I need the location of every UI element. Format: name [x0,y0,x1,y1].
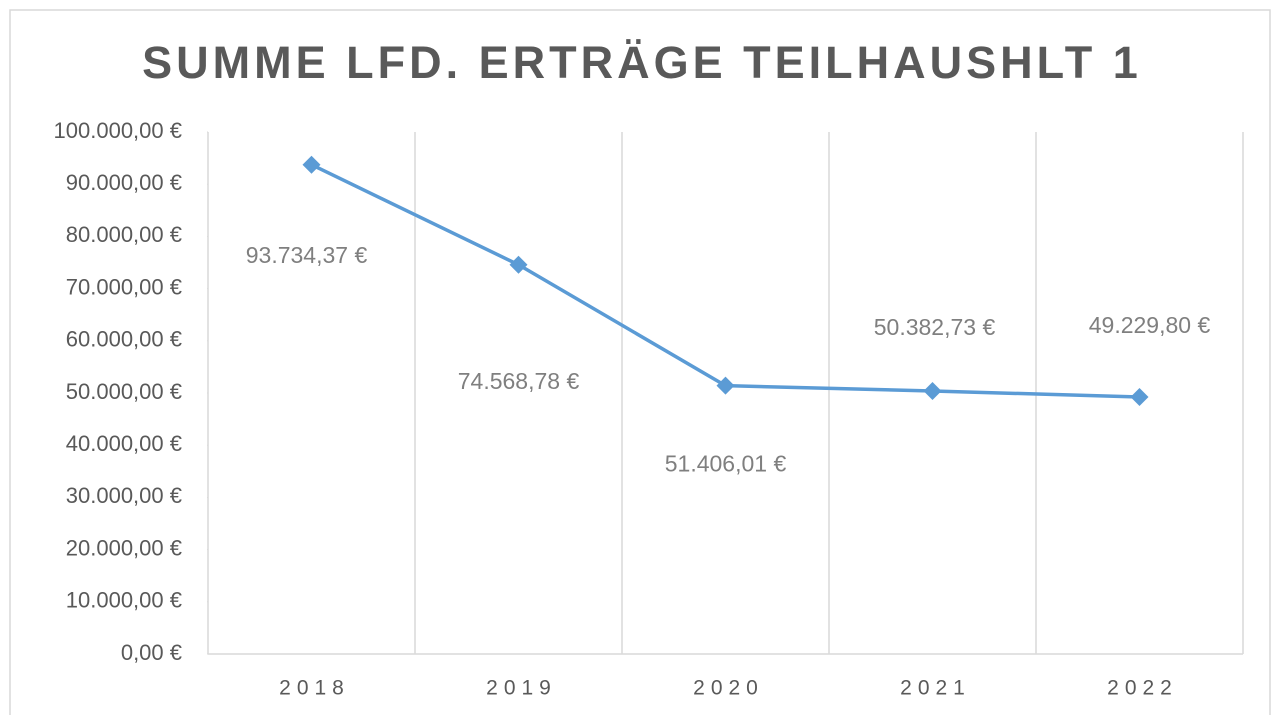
y-tick-label: 70.000,00 € [66,274,182,299]
marker [716,376,735,395]
y-tick-label: 20.000,00 € [66,535,182,560]
y-tick-label: 60.000,00 € [66,327,182,352]
x-tick-label: 2020 [693,677,764,700]
y-tick-label: 0,00 € [121,640,182,665]
y-tick-label: 10.000,00 € [66,588,182,613]
y-tick-label: 30.000,00 € [66,483,182,508]
x-tick-label: 2021 [900,677,971,700]
data-label: 50.382,73 € [874,314,996,340]
data-label: 93.734,37 € [246,242,368,268]
chart-frame [9,9,1271,715]
x-tick-label: 2019 [486,677,557,700]
data-label: 49.229,80 € [1089,312,1211,338]
y-tick-label: 80.000,00 € [66,222,182,247]
y-tick-label: 90.000,00 € [66,170,182,195]
marker [1130,388,1149,407]
chart-title: SUMME LFD. ERTRÄGE TEILHAUSHLT 1 [142,37,1142,88]
y-tick-label: 100.000,00 € [54,118,182,143]
x-tick-label: 2018 [279,677,350,700]
data-label: 74.568,78 € [458,368,580,394]
marker [923,382,942,401]
marker [302,155,321,174]
y-tick-label: 50.000,00 € [66,379,182,404]
line [310,163,1140,399]
data-label: 51.406,01 € [665,451,787,477]
marker [509,255,528,274]
y-tick-label: 40.000,00 € [66,431,182,456]
x-tick-label: 2022 [1107,677,1178,700]
